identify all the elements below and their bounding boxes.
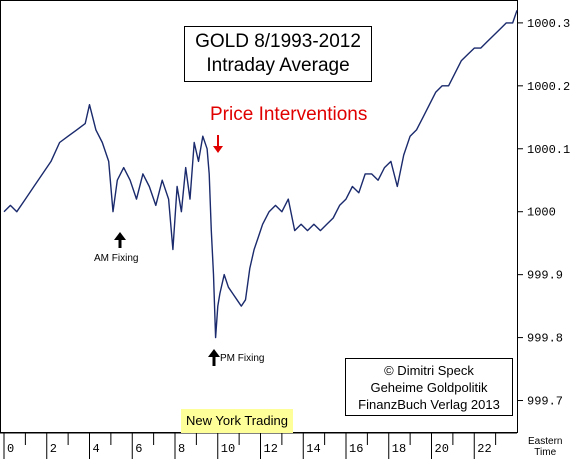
x-tick-label: 12 [264,442,278,456]
y-tick-label: 1000.2 [527,80,570,94]
x-tick-label: 2 [50,442,57,456]
pm-fixing-arrow-icon [208,349,220,366]
am-fixing-label: AM Fixing [94,253,139,264]
y-tick-label: 999.8 [527,332,563,346]
x-tick-label: 0 [7,442,14,456]
y-tick-label: 1000 [527,206,556,220]
x-tick-label: 22 [477,442,491,456]
gold-price-line [3,10,518,339]
credit-box: © Dimitri Speck Geheime Goldpolitik Fina… [345,358,513,416]
y-axis: 999.7 999.8 999.9 1000 1000.1 1000.2 1000.3 [517,17,570,409]
x-tick-label: 6 [135,442,142,456]
x-tick-label: 14 [306,442,320,456]
y-tick-label: 1000.1 [527,143,570,157]
x-axis: 0 2 4 6 8 10 12 14 16 18 20 22 [0,432,517,459]
x-axis-title-line1: Eastern [528,436,563,447]
title-box: GOLD 8/1993-2012 Intraday Average [184,26,372,82]
chart-subtitle: Intraday Average [206,55,350,76]
y-tick-label: 999.9 [527,269,563,283]
x-axis-title-line2: Time [534,447,557,458]
ny-trading-label: New York Trading [181,409,293,433]
x-tick-label: 10 [221,442,235,456]
credit-line-3: FinanzBuch Verlag 2013 [358,397,500,412]
credit-line-2: Geheime Goldpolitik [370,380,488,395]
pm-fixing-label: PM Fixing [220,353,265,364]
chart-title: GOLD 8/1993-2012 [195,31,361,52]
y-tick-label: 999.7 [527,395,563,409]
am-fixing-arrow-icon [114,232,126,248]
x-tick-label: 8 [178,442,185,456]
x-axis-title: Eastern Time [528,436,562,458]
y-tick-label: 1000.3 [527,17,570,31]
intervention-label: Price Interventions [210,104,368,125]
credit-line-1: © Dimitri Speck [384,363,474,378]
x-tick-label: 18 [392,442,406,456]
x-tick-label: 20 [435,442,449,456]
x-tick-label: 16 [349,442,363,456]
x-tick-label: 4 [93,442,100,456]
series-layer [3,10,518,339]
intervention-arrow-icon [213,135,223,153]
